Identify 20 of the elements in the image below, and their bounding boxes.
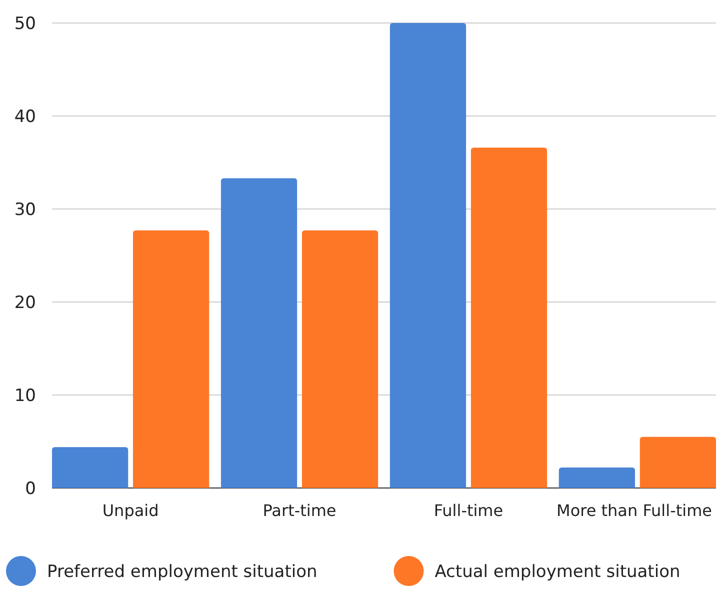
bar	[302, 230, 378, 488]
bar	[132, 230, 210, 488]
y-tick-label: 10	[14, 386, 36, 406]
bar	[640, 436, 716, 488]
x-tick-label: Part-time	[262, 501, 336, 520]
x-tick-label: Unpaid	[102, 501, 159, 520]
x-tick-label: Full-time	[434, 501, 504, 520]
bar	[558, 468, 636, 488]
y-tick-label: 0	[25, 478, 36, 499]
legend-label: Preferred employment situation	[47, 562, 318, 582]
bar	[52, 447, 128, 488]
bar	[220, 178, 298, 488]
legend-label: Actual employment situation	[434, 562, 680, 582]
x-tick-label: More than Full-time	[556, 501, 712, 520]
y-tick-label: 30	[14, 200, 36, 220]
y-tick-label: 50	[14, 14, 36, 34]
y-tick-label: 40	[14, 106, 36, 127]
bar	[390, 23, 466, 488]
bar	[470, 148, 548, 488]
y-tick-label: 20	[14, 292, 36, 313]
